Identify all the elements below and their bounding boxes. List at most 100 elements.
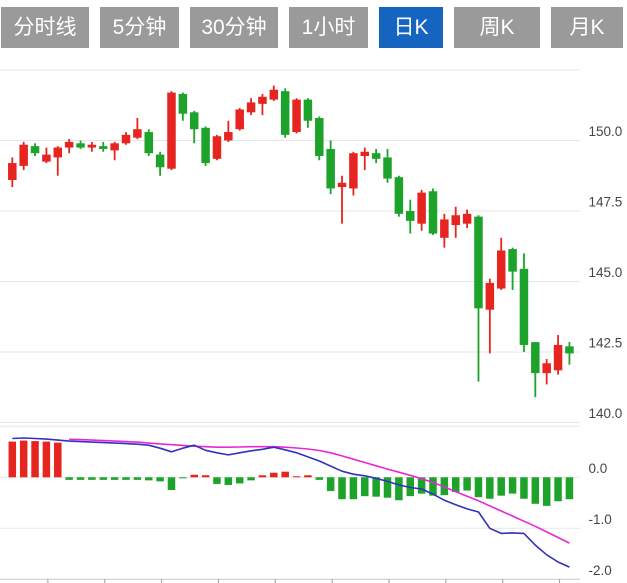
tab-weekly-k[interactable]: 周K [454,7,540,48]
tab-label: 5分钟 [112,16,167,39]
tab-5min[interactable]: 5分钟 [100,7,179,48]
macd-bar [292,476,301,478]
candle-wick [113,141,116,161]
candle-body [553,344,563,371]
candle-body [394,177,404,214]
candle-body [315,117,324,157]
macd-bar [99,477,108,480]
candle-wick [261,93,264,116]
candle-body [133,129,142,138]
macd-bar [338,477,346,500]
price-tick-label: 145.0 [589,265,623,280]
dif-line [12,437,570,568]
price-tick-label: 142.5 [589,336,623,351]
price-axis-labels: 150.0 147.5 145.0 142.5 140.0 [589,124,623,421]
candle-body [462,213,472,224]
macd-gridlines [0,425,580,580]
candle-wick [363,147,366,171]
macd-bar [8,441,17,478]
macd-bar [213,477,221,484]
macd-bar [451,477,460,493]
candle-body [30,146,40,154]
candle-body [565,346,574,354]
macd-histogram [8,440,574,506]
candle-body [87,144,97,148]
time-axis-ticks [47,579,561,583]
candle-body [189,112,199,130]
macd-bar [144,477,153,481]
macd-bar [372,477,380,497]
tab-1hour[interactable]: 1小时 [289,7,368,48]
candle-body [531,342,540,374]
candle-body [337,182,347,188]
candle-body [8,163,17,180]
macd-axis-labels: 0.0 -1.0 -2.0 [589,461,612,578]
macd-bar [65,477,73,480]
macd-bar [565,477,574,500]
macd-bar [201,475,210,478]
candles-group [8,85,574,398]
candle-body [76,143,85,148]
macd-bar [224,477,233,485]
macd-bar [133,477,142,480]
period-tabbar: 分时线 5分钟 30分钟 1小时 日K 周K 月K [1,7,623,48]
price-tick-label: 150.0 [589,124,623,139]
macd-bar [486,477,494,499]
candle-body [496,250,506,289]
candle-body [212,136,222,159]
candle-wick [56,146,59,176]
candle-body [406,211,415,221]
price-gridlines [0,69,580,423]
tab-label: 周K [479,16,515,39]
macd-bar [190,474,198,478]
candle-body [167,92,176,169]
candle-body [371,153,381,159]
candle-body [201,127,210,164]
tab-30min[interactable]: 30分钟 [190,7,278,48]
tab-label: 分时线 [13,16,77,39]
candle-wick [227,120,230,142]
tab-label: 1小时 [301,16,356,39]
macd-bar [110,477,119,480]
candle-body [485,282,495,310]
macd-bar [42,441,51,478]
tab-label: 月K [569,16,605,39]
candle-body [349,153,358,189]
candle-body [224,132,233,141]
candle-body [326,148,335,189]
macd-bar [542,477,551,506]
macd-bar [326,477,335,492]
macd-bar [258,475,267,478]
macd-tick-label: -1.0 [589,512,612,527]
candle-body [64,141,74,148]
tab-time-share[interactable]: 分时线 [1,7,89,48]
macd-bar [497,477,505,496]
macd-bar [349,477,358,500]
candle-body [280,91,290,135]
macd-bar [463,477,471,491]
candle-body [246,102,256,113]
macd-bar [429,477,437,496]
tab-monthly-k[interactable]: 月K [551,7,623,48]
macd-bar [167,477,176,491]
macd-bar [520,477,528,499]
candle-body [440,219,449,238]
price-tick-label: 147.5 [589,195,623,210]
macd-bar [270,472,278,478]
candle-body [383,157,392,179]
tab-label: 30分钟 [201,16,267,39]
candle-body [110,143,119,151]
macd-bar [304,475,312,478]
candle-body [451,215,460,226]
candle-wick [136,117,139,140]
candle-body [42,154,51,162]
candle-body [235,109,244,130]
macd-bar [54,442,62,478]
macd-tick-label: -2.0 [589,563,612,578]
candle-body [292,99,301,133]
tab-daily-k[interactable]: 日K [379,7,443,48]
candle-body [542,363,551,374]
macd-bar [417,477,426,494]
candle-wick [341,175,343,224]
